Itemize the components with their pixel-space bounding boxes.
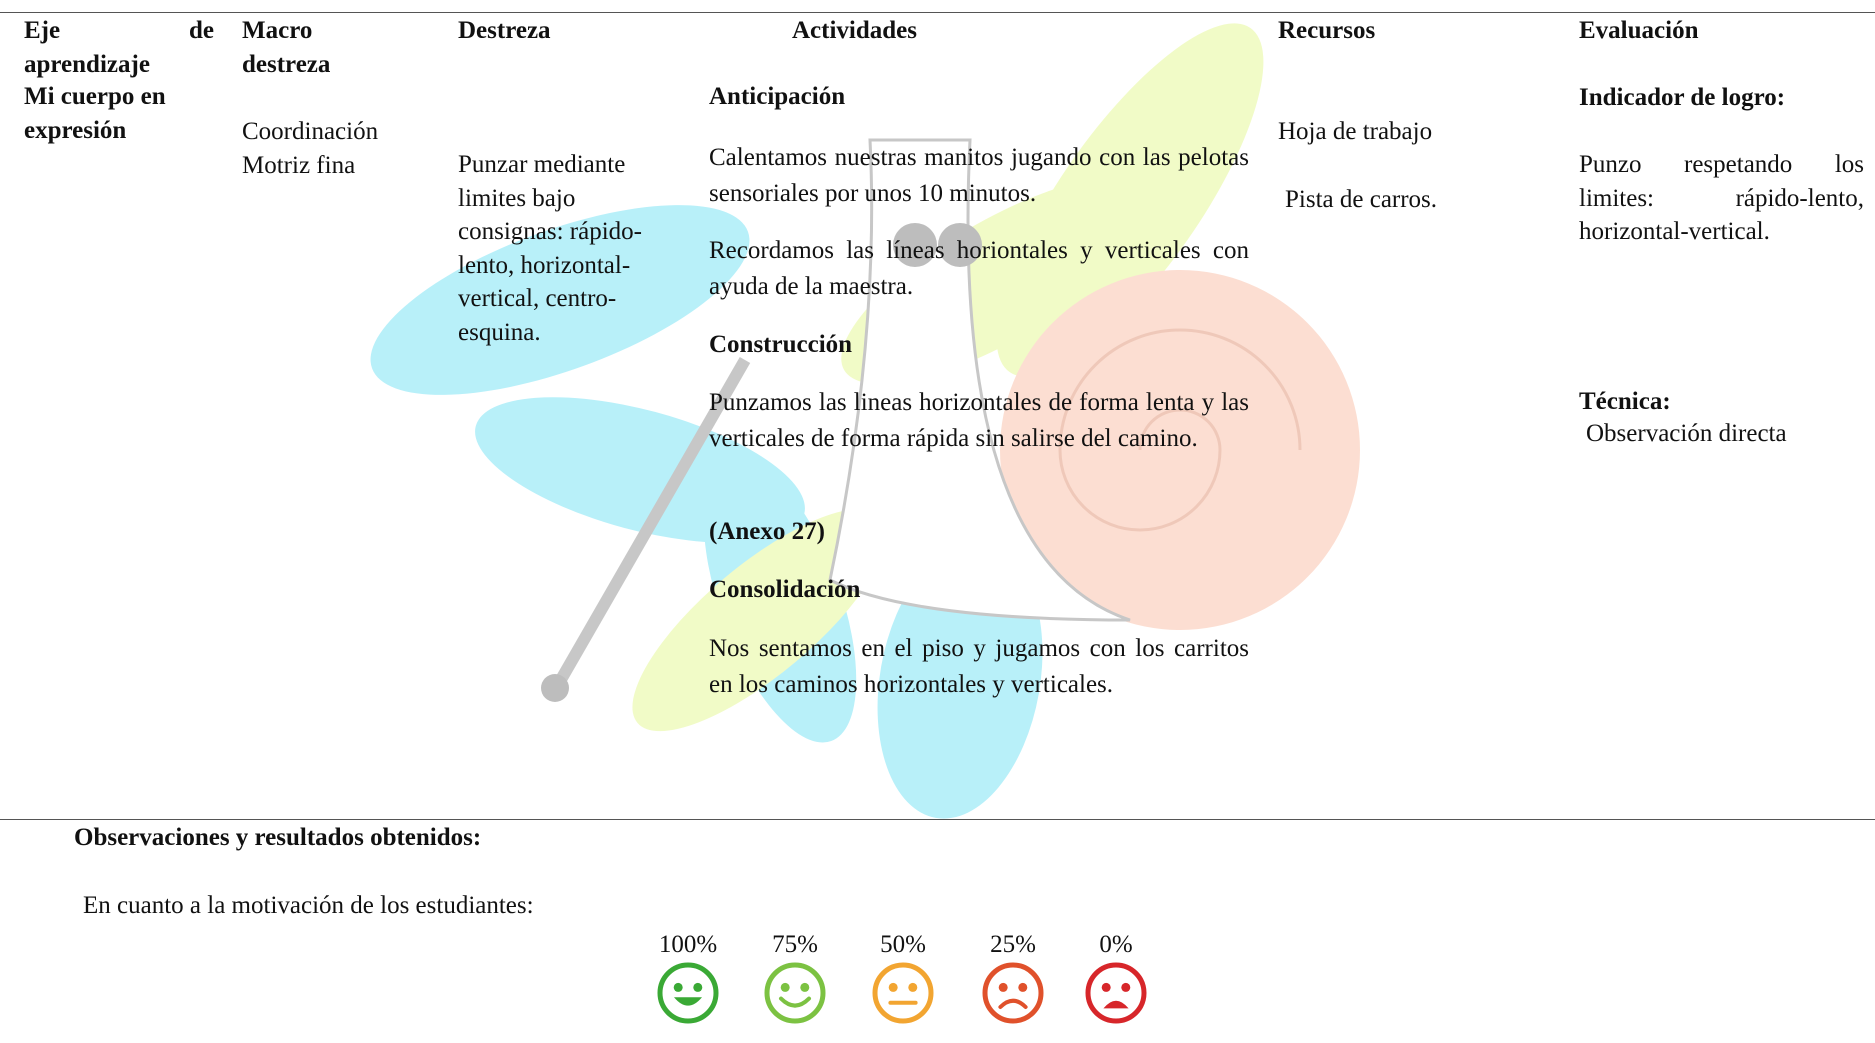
observations-title: Observaciones y resultados obtenidos: — [74, 824, 482, 851]
technique: Observación directa — [1586, 420, 1787, 447]
indicator: Punzo respetando los limites: rápido-len… — [1579, 151, 1864, 245]
activity-text: Nos sentamos en el piso y jugamos con lo… — [709, 635, 1249, 698]
macro: Coordinación Motriz fina — [242, 118, 379, 179]
eje: Mi cuerpo en expresión — [24, 83, 166, 144]
activity-heading: Construcción — [709, 331, 853, 358]
rule — [0, 12, 1875, 13]
annex: (Anexo 27) — [709, 518, 825, 545]
scale-label: 75% — [772, 931, 818, 958]
scale-label: 25% — [990, 931, 1036, 958]
activity-heading: Anticipación — [709, 83, 846, 110]
header: Actividades — [792, 17, 917, 44]
scale-label: 50% — [880, 931, 926, 958]
mood-face — [982, 962, 1044, 1024]
scale-label: 0% — [1099, 931, 1133, 958]
observations-prompt: En cuanto a la motivación de los estudia… — [83, 892, 534, 919]
header: Macro destreza — [242, 17, 331, 78]
mood-face — [872, 962, 934, 1024]
mood-face — [764, 962, 826, 1024]
activity-text: Calentamos nuestras manitos jugando con … — [709, 144, 1249, 207]
scale-label: 100% — [658, 931, 718, 958]
activity-text: Recordamos las líneas horiontales y vert… — [709, 237, 1249, 300]
mood-face — [657, 962, 719, 1024]
resource: Pista de carros. — [1285, 186, 1438, 213]
header: Evaluación — [1579, 17, 1699, 44]
header: Eje de aprendizaje — [24, 17, 214, 78]
resource: Hoja de trabajo — [1278, 118, 1433, 145]
technique-title: Técnica: — [1579, 388, 1671, 415]
header: Recursos — [1278, 17, 1376, 44]
activity-heading: Consolidación — [709, 576, 861, 603]
mood-face — [1085, 962, 1147, 1024]
header: Destreza — [458, 17, 551, 44]
activity-text: Punzamos las lineas horizontales de form… — [709, 389, 1249, 452]
rule — [0, 819, 1875, 820]
indicator-title: Indicador de logro: — [1579, 84, 1786, 111]
destreza: Punzar mediante limites bajo consignas: … — [458, 151, 642, 346]
